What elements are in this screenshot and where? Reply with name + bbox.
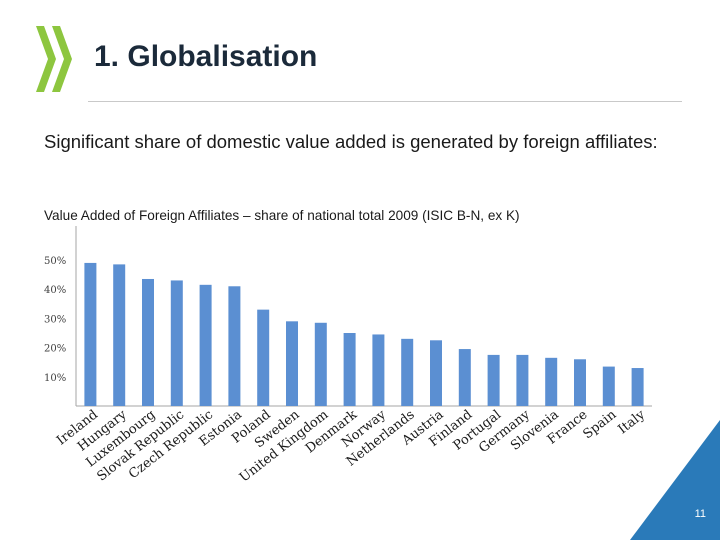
- bar-austria: [430, 340, 442, 406]
- y-tick-label: 20%: [44, 344, 66, 355]
- bar-poland: [257, 309, 270, 406]
- title-divider: [88, 101, 682, 102]
- bar-spain: [602, 366, 615, 406]
- bar-slovenia: [545, 357, 558, 406]
- bar-france: [574, 359, 586, 406]
- slide-subtitle: Significant share of domestic value adde…: [44, 131, 658, 152]
- bar-luxembourg: [142, 278, 154, 406]
- chart-title: Value Added of Foreign Affiliates – shar…: [44, 208, 520, 223]
- oecd-chevron-logo-icon: [36, 26, 72, 92]
- bar-hungary: [113, 264, 126, 406]
- bar-czech-republic: [199, 284, 212, 406]
- bar-germany: [516, 354, 529, 406]
- bar-italy: [631, 368, 644, 406]
- y-tick-label: 50%: [44, 256, 66, 267]
- bar-portugal: [487, 354, 500, 406]
- page-number: 11: [694, 508, 706, 520]
- slide-title: 1. Globalisation: [94, 40, 318, 73]
- bar-united-kingdom: [314, 322, 327, 406]
- bar-sweden: [286, 321, 298, 406]
- bar-finland: [458, 349, 471, 406]
- y-tick-label: 40%: [44, 285, 66, 296]
- bar-estonia: [228, 286, 241, 406]
- bar-netherlands: [401, 338, 414, 406]
- y-tick-label: 30%: [44, 314, 66, 325]
- bar-slovak-republic: [170, 280, 183, 406]
- corner-accent: [630, 420, 720, 540]
- bar-denmark: [343, 333, 356, 406]
- bar-ireland: [84, 262, 97, 406]
- bar-norway: [372, 334, 385, 406]
- y-tick-label: 10%: [44, 373, 66, 384]
- x-tick-label: Spain: [580, 407, 619, 442]
